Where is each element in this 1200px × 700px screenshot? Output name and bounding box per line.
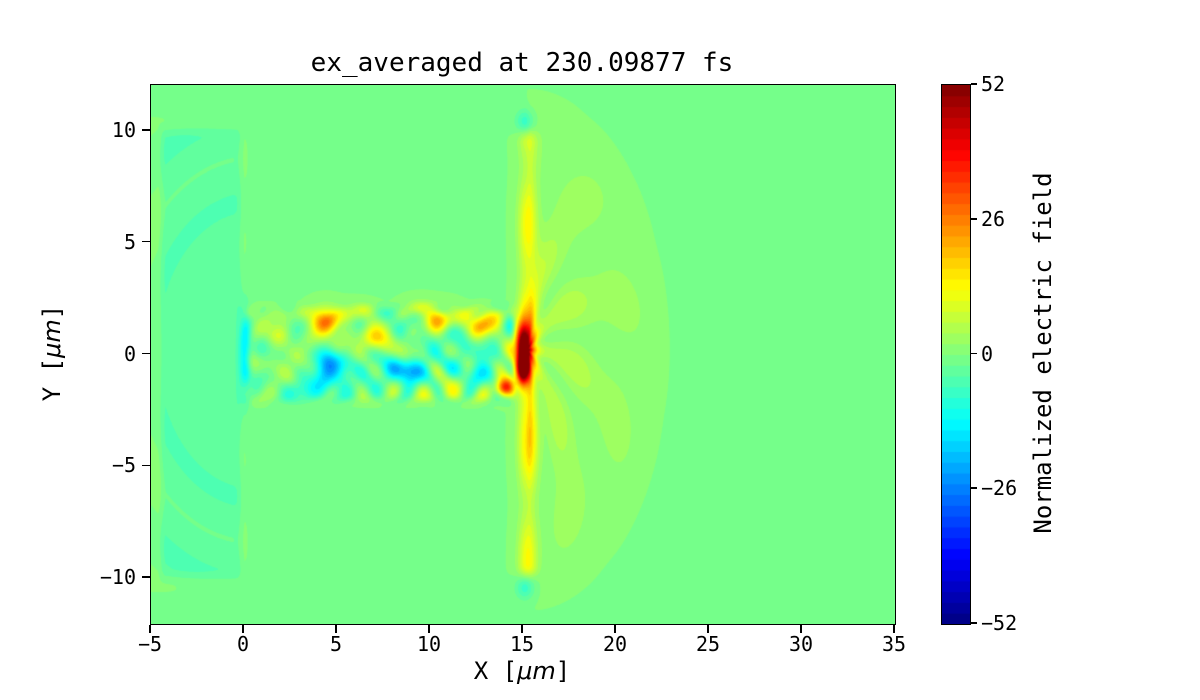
colorbar-tick-label: 0 <box>981 341 994 366</box>
colorbar-tick-label: −26 <box>981 476 1018 501</box>
colorbar-tick-mark <box>970 217 977 220</box>
x-tick-label: 20 <box>602 632 628 656</box>
x-tick-label: 35 <box>881 632 907 656</box>
y-tick-mark <box>142 352 150 355</box>
x-tick-mark <box>707 624 709 633</box>
y-tick-label: −10 <box>99 565 136 590</box>
y-tick-label: −5 <box>111 453 136 478</box>
x-axis-label: X [μm] <box>474 657 570 685</box>
x-tick-label: 15 <box>509 632 535 656</box>
x-axis-label-unit: μm <box>517 657 556 685</box>
colorbar-canvas <box>942 85 970 624</box>
x-tick-mark <box>149 624 151 633</box>
x-tick-mark <box>893 624 895 633</box>
heatmap-canvas <box>151 85 895 624</box>
colorbar-label: Normalized electric field <box>1029 172 1057 534</box>
x-tick-label: 30 <box>788 632 814 656</box>
colorbar-tick-label: 26 <box>981 206 1006 231</box>
y-axis-label: Y [μm] <box>38 305 66 401</box>
heatmap-plot <box>150 84 896 625</box>
colorbar-tick-mark <box>970 487 977 490</box>
x-tick-mark <box>614 624 616 633</box>
y-axis-label-close: ] <box>38 304 66 320</box>
y-axis-label-text: Y [ <box>38 357 66 402</box>
x-tick-label: 10 <box>416 632 442 656</box>
y-tick-mark <box>142 129 150 131</box>
y-tick-mark <box>142 576 150 578</box>
x-tick-label: 0 <box>236 632 250 656</box>
x-tick-mark <box>428 624 430 633</box>
x-tick-label: −5 <box>137 632 163 656</box>
y-axis-label-unit: μm <box>38 319 66 358</box>
x-tick-mark <box>521 624 523 633</box>
y-tick-label: 10 <box>111 117 136 142</box>
x-tick-mark <box>335 624 337 633</box>
y-tick-label: 5 <box>123 229 136 254</box>
colorbar-tick-mark <box>970 352 977 355</box>
colorbar-tick-mark <box>970 622 977 624</box>
x-tick-label: 5 <box>329 632 343 656</box>
colorbar <box>941 84 971 625</box>
y-tick-mark <box>142 240 150 243</box>
y-tick-mark <box>142 464 150 467</box>
x-tick-label: 25 <box>695 632 721 656</box>
x-axis-label-close: ] <box>555 657 571 685</box>
x-tick-mark <box>800 624 802 633</box>
y-tick-label: 0 <box>123 341 136 366</box>
x-tick-mark <box>242 624 244 633</box>
plot-title: ex_averaged at 230.09877 fs <box>310 48 734 78</box>
x-axis-label-text: X [ <box>473 657 518 685</box>
colorbar-tick-mark <box>970 83 977 85</box>
colorbar-tick-label: 52 <box>981 72 1006 96</box>
colorbar-tick-label: −52 <box>981 611 1018 635</box>
